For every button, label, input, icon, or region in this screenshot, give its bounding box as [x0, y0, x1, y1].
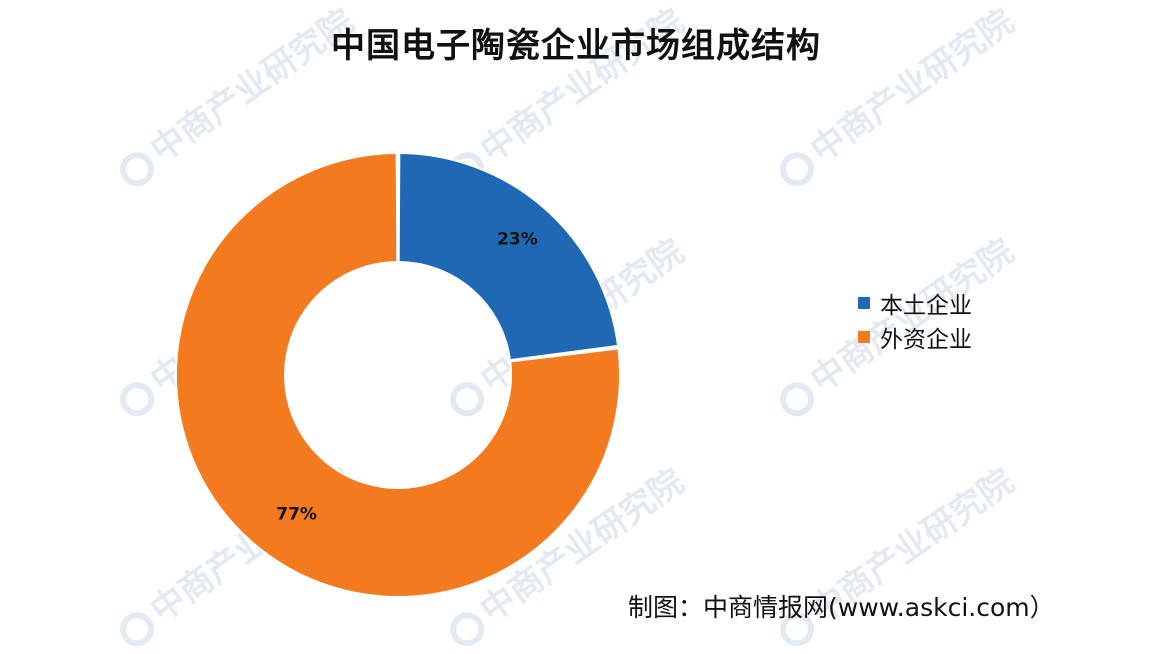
legend-label-local: 本土企业 — [880, 293, 972, 319]
donut-label-local: 23% — [497, 230, 538, 250]
chart-credit: 制图：中商情报网(www.askci.com） — [628, 593, 1055, 622]
donut-slices — [175, 151, 621, 598]
legend-label-foreign: 外资企业 — [880, 327, 972, 353]
donut-label-foreign: 77% — [276, 505, 317, 525]
chart-title: 中国电子陶瓷企业市场组成结构 — [331, 26, 821, 66]
donut-slice-labels: 23% 77% — [276, 230, 538, 525]
legend-item-foreign: 外资企业 — [858, 320, 972, 354]
legend-item-local: 本土企业 — [858, 286, 972, 320]
legend: 本土企业 外资企业 — [858, 286, 972, 354]
legend-swatch-foreign — [858, 331, 870, 343]
donut-slice-local — [397, 151, 620, 362]
legend-swatch-local — [858, 297, 870, 309]
donut-slice-foreign — [175, 151, 621, 598]
